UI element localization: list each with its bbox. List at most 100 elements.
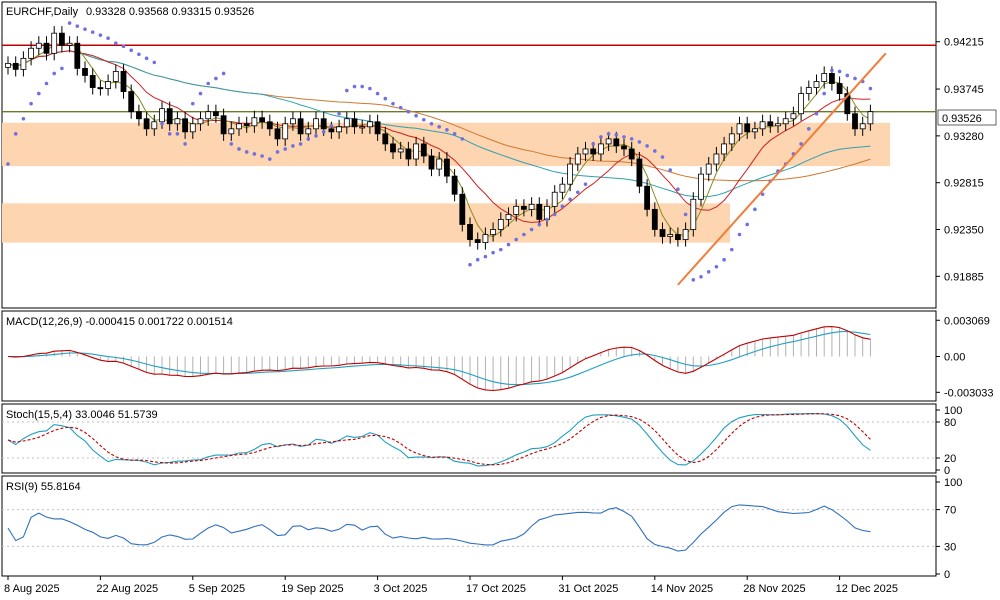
stoch-signal-line xyxy=(7,413,871,466)
candle-body xyxy=(805,87,812,94)
candle-body xyxy=(390,143,396,153)
candle-body xyxy=(51,32,58,54)
candle-body xyxy=(836,83,843,94)
candle-body xyxy=(105,81,111,89)
candle-body xyxy=(451,175,458,195)
sar-dot xyxy=(114,41,118,46)
sar-dot xyxy=(306,137,311,141)
candle-body xyxy=(97,87,104,90)
sar-dot xyxy=(29,101,33,106)
sar-dot xyxy=(583,182,588,186)
sar-dot xyxy=(360,84,365,89)
candle-body xyxy=(497,219,504,230)
candle-body xyxy=(790,113,797,120)
candle-body xyxy=(259,117,266,123)
candle-body xyxy=(351,118,358,128)
candle-body xyxy=(521,205,527,210)
sar-dot xyxy=(537,222,542,227)
candle-body xyxy=(174,118,181,125)
sar-dot xyxy=(475,257,480,262)
candle-body xyxy=(205,111,212,120)
sar-dot xyxy=(144,56,149,61)
candle-body xyxy=(736,123,743,135)
sar-dot xyxy=(314,134,318,138)
candle-body xyxy=(382,133,389,145)
price-tick-label: 0.93280 xyxy=(944,131,984,143)
candle-body xyxy=(212,111,219,117)
candle-body xyxy=(159,108,165,123)
candle-body xyxy=(728,133,735,145)
candle-body xyxy=(613,138,620,147)
trend-line xyxy=(677,52,887,286)
sar-dot xyxy=(191,101,195,106)
rsi-tick-label: 70 xyxy=(944,505,956,517)
sar-dot xyxy=(160,121,164,126)
candle-body xyxy=(236,123,242,130)
sar-dot xyxy=(468,262,472,267)
sar-dot xyxy=(167,132,172,136)
sar-dot xyxy=(445,128,449,132)
sar-dot xyxy=(60,66,64,71)
candle-body xyxy=(821,73,828,82)
sar-dot xyxy=(499,247,503,252)
sar-dot xyxy=(637,140,642,144)
date-tick-label: 8 Aug 2025 xyxy=(4,583,60,595)
sar-dot xyxy=(67,21,72,25)
candle-body xyxy=(366,121,373,128)
sar-dot xyxy=(391,101,395,106)
sar-dot xyxy=(214,76,218,81)
candle-body xyxy=(413,143,420,160)
candle-body xyxy=(698,173,704,200)
sar-dot xyxy=(522,232,526,237)
sar-dot xyxy=(745,222,749,227)
candle-body xyxy=(266,121,273,130)
stoch-pane[interactable] xyxy=(1,403,937,474)
candle-body xyxy=(559,183,566,193)
rsi-pane[interactable] xyxy=(1,475,937,577)
candle-body xyxy=(852,113,858,130)
candle-body xyxy=(20,57,27,70)
sar-dot xyxy=(706,269,711,274)
candle-body xyxy=(590,148,597,155)
candle-body xyxy=(274,128,281,140)
macd-signal-line xyxy=(7,330,871,386)
candle-body xyxy=(651,208,658,230)
sar-dot xyxy=(252,152,257,156)
sar-dot xyxy=(129,48,133,53)
sar-dot xyxy=(175,132,180,136)
candle-body xyxy=(744,123,751,133)
candle-body xyxy=(251,117,258,127)
candle-body xyxy=(59,32,65,46)
sar-dot xyxy=(183,142,187,146)
sar-dot xyxy=(576,190,580,195)
sar-dot xyxy=(845,73,850,78)
sar-dot xyxy=(260,154,264,158)
candle-body xyxy=(675,234,681,240)
candle-body xyxy=(112,71,119,82)
sar-dot xyxy=(753,207,757,212)
candle-body xyxy=(82,68,88,76)
sar-dot xyxy=(429,121,434,126)
candle-body xyxy=(705,163,712,175)
candle-body xyxy=(443,158,450,177)
candle-body xyxy=(536,203,543,220)
candle-body xyxy=(775,123,781,127)
candle-body xyxy=(189,123,196,133)
date-tick-label: 5 Sep 2025 xyxy=(189,583,245,595)
candle-body xyxy=(659,229,666,237)
candle-body xyxy=(752,128,758,133)
candle-body xyxy=(867,111,874,125)
candle-body xyxy=(813,81,820,88)
sar-dot xyxy=(368,86,372,91)
candle-body xyxy=(551,191,558,207)
sar-dot xyxy=(352,84,357,89)
candle-body xyxy=(120,71,127,92)
candle-body xyxy=(621,145,627,150)
date-tick-label: 22 Aug 2025 xyxy=(96,583,158,595)
sar-dot xyxy=(414,113,418,118)
sar-dot xyxy=(75,24,80,28)
sar-dot xyxy=(822,91,826,96)
date-tick-label: 28 Nov 2025 xyxy=(743,583,805,595)
